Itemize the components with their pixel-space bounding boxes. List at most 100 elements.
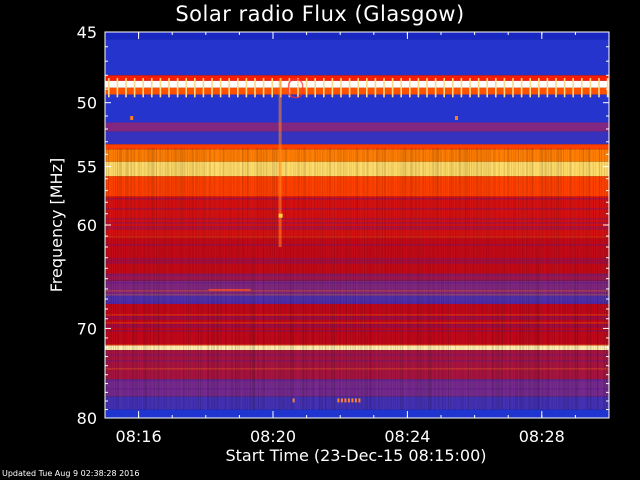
periodic-marker bbox=[288, 78, 291, 98]
periodic-marker bbox=[228, 78, 230, 98]
periodic-marker bbox=[125, 78, 127, 98]
periodic-marker bbox=[331, 78, 334, 98]
burst-halo bbox=[287, 78, 304, 99]
periodic-marker bbox=[348, 78, 351, 98]
periodic-marker bbox=[555, 78, 557, 98]
noise-texture bbox=[105, 148, 609, 410]
periodic-marker bbox=[469, 78, 471, 98]
cluster-dot bbox=[340, 398, 343, 403]
periodic-marker bbox=[108, 78, 110, 98]
periodic-marker bbox=[116, 78, 119, 98]
intensity-band-2 bbox=[105, 75, 609, 81]
y-tick-label: 80 bbox=[77, 409, 97, 428]
cluster-dot bbox=[292, 398, 295, 403]
periodic-marker bbox=[357, 78, 359, 98]
x-tick-label: 08:20 bbox=[250, 427, 296, 446]
periodic-marker bbox=[434, 78, 437, 98]
periodic-marker bbox=[237, 78, 239, 98]
periodic-marker bbox=[245, 78, 248, 98]
periodic-marker bbox=[400, 78, 402, 98]
intensity-band-3 bbox=[105, 80, 609, 88]
periodic-marker bbox=[323, 78, 325, 98]
cluster-dot bbox=[344, 398, 347, 403]
periodic-marker bbox=[417, 78, 420, 98]
y-axis-label: Frequency [MHz] bbox=[47, 158, 66, 292]
intensity-band-1 bbox=[105, 39, 609, 76]
periodic-marker bbox=[202, 78, 205, 98]
periodic-marker bbox=[159, 78, 162, 98]
periodic-marker bbox=[452, 78, 454, 98]
periodic-marker bbox=[383, 78, 385, 98]
intensity-band-0 bbox=[105, 32, 609, 40]
periodic-marker bbox=[581, 78, 583, 98]
isolated-spot-1 bbox=[455, 116, 458, 120]
burst-features bbox=[108, 78, 609, 403]
periodic-marker bbox=[563, 78, 566, 98]
periodic-marker bbox=[409, 78, 411, 98]
periodic-marker bbox=[297, 78, 299, 98]
periodic-marker bbox=[314, 78, 316, 98]
periodic-marker bbox=[589, 78, 592, 98]
periodic-marker bbox=[486, 78, 488, 98]
cluster-dot bbox=[347, 398, 350, 403]
periodic-marker bbox=[151, 78, 153, 98]
periodic-marker bbox=[340, 78, 342, 98]
periodic-marker bbox=[133, 78, 136, 98]
y-tick-label: 45 bbox=[77, 23, 97, 42]
periodic-marker bbox=[460, 78, 463, 98]
intensity-band-5 bbox=[105, 94, 609, 123]
burst-column bbox=[278, 78, 282, 247]
periodic-marker bbox=[271, 78, 273, 98]
burst-spot bbox=[278, 213, 283, 218]
periodic-marker bbox=[366, 78, 368, 98]
periodic-marker bbox=[572, 78, 574, 98]
periodic-marker bbox=[168, 78, 170, 98]
periodic-marker bbox=[503, 78, 506, 98]
intensity-band-6 bbox=[105, 122, 609, 132]
y-tick-label: 55 bbox=[77, 158, 97, 177]
periodic-marker bbox=[598, 78, 600, 98]
y-tick-label: 60 bbox=[77, 216, 97, 235]
periodic-marker bbox=[529, 78, 531, 98]
x-tick-label: 08:24 bbox=[384, 427, 430, 446]
periodic-marker bbox=[520, 78, 523, 98]
update-timestamp: Updated Tue Aug 9 02:38:28 2016 bbox=[2, 469, 140, 478]
y-tick-label: 70 bbox=[77, 319, 97, 338]
periodic-marker bbox=[194, 78, 196, 98]
periodic-marker bbox=[443, 78, 445, 98]
streak bbox=[208, 288, 251, 291]
intensity-band-22 bbox=[105, 409, 609, 418]
periodic-marker bbox=[185, 78, 187, 98]
intensity-band-7 bbox=[105, 131, 609, 145]
periodic-marker bbox=[391, 78, 394, 98]
periodic-marker bbox=[219, 78, 222, 98]
x-tick-label: 08:28 bbox=[519, 427, 565, 446]
periodic-marker bbox=[142, 78, 144, 98]
periodic-marker bbox=[176, 78, 179, 98]
periodic-marker bbox=[477, 78, 480, 98]
periodic-marker bbox=[546, 78, 549, 98]
intensity-band-4 bbox=[105, 87, 609, 95]
periodic-marker bbox=[606, 78, 609, 98]
chart-title: Solar radio Flux (Glasgow) bbox=[175, 2, 465, 26]
periodic-marker bbox=[211, 78, 213, 98]
periodic-marker bbox=[305, 78, 308, 98]
periodic-marker bbox=[254, 78, 256, 98]
cluster-dot bbox=[354, 398, 357, 403]
periodic-marker bbox=[262, 78, 265, 98]
periodic-marker bbox=[374, 78, 377, 98]
cluster-dot bbox=[358, 398, 361, 403]
periodic-marker bbox=[495, 78, 497, 98]
vertical-noise bbox=[105, 148, 609, 410]
x-axis-label: Start Time (23-Dec-15 08:15:00) bbox=[225, 446, 486, 465]
intensity-band-8 bbox=[105, 144, 609, 150]
y-tick-label: 50 bbox=[77, 94, 97, 113]
periodic-marker bbox=[512, 78, 514, 98]
cluster-dot bbox=[351, 398, 354, 403]
periodic-marker bbox=[538, 78, 540, 98]
x-tick-label: 08:16 bbox=[116, 427, 162, 446]
periodic-marker bbox=[426, 78, 428, 98]
cluster-dot bbox=[337, 398, 340, 403]
x-axis: 08:16 08:20 08:24 08:28 bbox=[104, 32, 610, 446]
